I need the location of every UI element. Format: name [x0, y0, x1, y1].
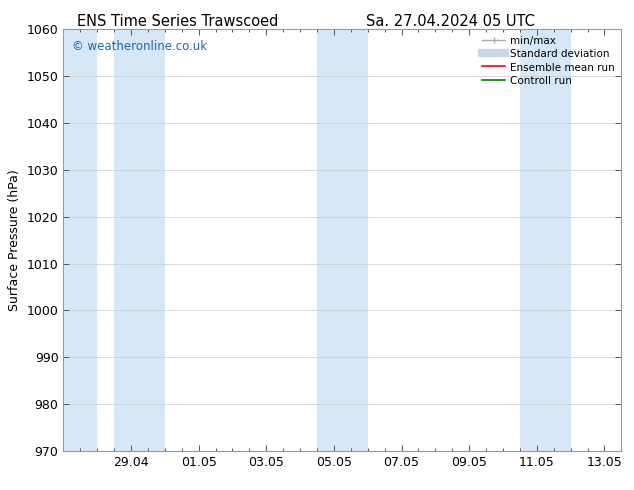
- Text: Sa. 27.04.2024 05 UTC: Sa. 27.04.2024 05 UTC: [366, 14, 534, 29]
- Bar: [317, 29, 368, 451]
- Y-axis label: Surface Pressure (hPa): Surface Pressure (hPa): [8, 169, 21, 311]
- Legend: min/max, Standard deviation, Ensemble mean run, Controll run: min/max, Standard deviation, Ensemble me…: [478, 31, 619, 90]
- Bar: [63, 29, 97, 451]
- Text: © weatheronline.co.uk: © weatheronline.co.uk: [72, 40, 207, 53]
- Bar: [520, 29, 571, 451]
- Text: ENS Time Series Trawscoed: ENS Time Series Trawscoed: [77, 14, 278, 29]
- Bar: [114, 29, 165, 451]
